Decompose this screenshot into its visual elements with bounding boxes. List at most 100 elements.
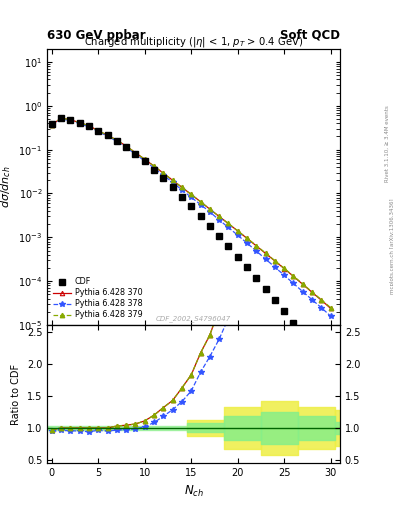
Pythia 6.428 379 bbox=[96, 127, 101, 134]
Pythia 6.428 379 bbox=[291, 273, 296, 279]
CDF bbox=[133, 151, 138, 157]
Pythia 6.428 378 bbox=[96, 129, 101, 135]
CDF bbox=[328, 377, 333, 383]
Pythia 6.428 379 bbox=[86, 123, 91, 129]
Pythia 6.428 370 bbox=[170, 177, 175, 183]
Pythia 6.428 370 bbox=[180, 184, 184, 190]
CDF bbox=[50, 121, 54, 127]
Pythia 6.428 370 bbox=[189, 191, 194, 198]
Pythia 6.428 379 bbox=[77, 120, 82, 126]
Pythia 6.428 378 bbox=[208, 209, 212, 215]
CDF bbox=[217, 233, 222, 240]
Pythia 6.428 379 bbox=[189, 191, 194, 198]
Pythia 6.428 378 bbox=[244, 240, 249, 246]
CDF bbox=[142, 158, 147, 164]
Pythia 6.428 379 bbox=[235, 228, 240, 234]
Pythia 6.428 370 bbox=[235, 228, 240, 234]
Pythia 6.428 378 bbox=[198, 201, 203, 207]
Text: Rivet 3.1.10, ≥ 3.4M events: Rivet 3.1.10, ≥ 3.4M events bbox=[385, 105, 389, 182]
Pythia 6.428 378 bbox=[272, 264, 277, 270]
Title: Charged multiplicity ($|\eta|$ < 1, $p_T$ > 0.4 GeV): Charged multiplicity ($|\eta|$ < 1, $p_T… bbox=[84, 35, 303, 49]
Text: CDF_2002_S4796047: CDF_2002_S4796047 bbox=[156, 315, 231, 323]
Pythia 6.428 378 bbox=[291, 281, 296, 287]
Text: Soft QCD: Soft QCD bbox=[280, 29, 340, 42]
Pythia 6.428 378 bbox=[180, 187, 184, 193]
Pythia 6.428 378 bbox=[235, 232, 240, 238]
Pythia 6.428 379 bbox=[124, 143, 129, 149]
Pythia 6.428 378 bbox=[300, 289, 305, 295]
Pythia 6.428 370 bbox=[244, 236, 249, 242]
Pythia 6.428 378 bbox=[105, 133, 110, 139]
Pythia 6.428 370 bbox=[254, 243, 259, 249]
CDF bbox=[254, 275, 259, 281]
Pythia 6.428 370 bbox=[105, 133, 110, 139]
CDF bbox=[198, 214, 203, 220]
Pythia 6.428 378 bbox=[254, 248, 259, 254]
Pythia 6.428 370 bbox=[133, 150, 138, 156]
Pythia 6.428 378 bbox=[282, 272, 286, 279]
Pythia 6.428 378 bbox=[77, 121, 82, 127]
Text: 630 GeV ppbar: 630 GeV ppbar bbox=[47, 29, 146, 42]
CDF bbox=[86, 123, 91, 129]
X-axis label: $N_{ch}$: $N_{ch}$ bbox=[184, 484, 204, 499]
Text: mcplots.cern.ch [arXiv:1306.3436]: mcplots.cern.ch [arXiv:1306.3436] bbox=[390, 198, 393, 293]
Pythia 6.428 379 bbox=[133, 150, 138, 156]
CDF bbox=[282, 308, 286, 314]
Pythia 6.428 379 bbox=[217, 214, 222, 220]
CDF bbox=[180, 194, 184, 200]
Pythia 6.428 378 bbox=[86, 124, 91, 130]
Pythia 6.428 379 bbox=[319, 296, 324, 303]
Pythia 6.428 370 bbox=[291, 273, 296, 280]
Pythia 6.428 379 bbox=[152, 163, 156, 169]
CDF bbox=[300, 331, 305, 337]
Pythia 6.428 378 bbox=[68, 117, 73, 123]
Pythia 6.428 379 bbox=[244, 235, 249, 241]
Pythia 6.428 378 bbox=[59, 116, 63, 122]
Pythia 6.428 370 bbox=[272, 258, 277, 264]
CDF bbox=[319, 356, 324, 362]
Pythia 6.428 378 bbox=[328, 313, 333, 319]
Line: Pythia 6.428 370: Pythia 6.428 370 bbox=[50, 116, 333, 311]
Pythia 6.428 379 bbox=[208, 206, 212, 212]
Pythia 6.428 378 bbox=[217, 217, 222, 223]
Pythia 6.428 378 bbox=[226, 224, 231, 230]
Pythia 6.428 378 bbox=[189, 194, 194, 200]
Pythia 6.428 370 bbox=[161, 170, 166, 176]
Pythia 6.428 370 bbox=[114, 137, 119, 143]
Pythia 6.428 378 bbox=[142, 158, 147, 164]
Pythia 6.428 378 bbox=[170, 179, 175, 185]
CDF bbox=[59, 115, 63, 121]
Y-axis label: $d\sigma/dn_{ch}$: $d\sigma/dn_{ch}$ bbox=[0, 165, 13, 208]
Pythia 6.428 378 bbox=[319, 305, 324, 311]
CDF bbox=[208, 223, 212, 229]
CDF bbox=[124, 144, 129, 150]
CDF bbox=[272, 296, 277, 303]
Pythia 6.428 370 bbox=[226, 221, 231, 227]
Pythia 6.428 379 bbox=[142, 156, 147, 162]
CDF bbox=[189, 203, 194, 209]
Y-axis label: Ratio to CDF: Ratio to CDF bbox=[11, 364, 21, 425]
Pythia 6.428 379 bbox=[180, 184, 184, 190]
Pythia 6.428 379 bbox=[300, 281, 305, 287]
Pythia 6.428 370 bbox=[124, 143, 129, 149]
Pythia 6.428 370 bbox=[68, 117, 73, 123]
Line: Pythia 6.428 378: Pythia 6.428 378 bbox=[49, 116, 333, 319]
CDF bbox=[96, 127, 101, 134]
Pythia 6.428 379 bbox=[59, 115, 63, 121]
Pythia 6.428 378 bbox=[310, 296, 314, 303]
CDF bbox=[161, 176, 166, 182]
CDF bbox=[244, 264, 249, 270]
Pythia 6.428 379 bbox=[282, 265, 286, 271]
Pythia 6.428 379 bbox=[114, 137, 119, 143]
Pythia 6.428 370 bbox=[50, 122, 54, 128]
CDF bbox=[152, 166, 156, 173]
Pythia 6.428 379 bbox=[161, 170, 166, 176]
CDF bbox=[235, 254, 240, 260]
Pythia 6.428 379 bbox=[328, 305, 333, 311]
Pythia 6.428 370 bbox=[86, 123, 91, 129]
Pythia 6.428 379 bbox=[68, 117, 73, 123]
Pythia 6.428 370 bbox=[59, 115, 63, 121]
Pythia 6.428 379 bbox=[226, 221, 231, 227]
CDF bbox=[68, 117, 73, 123]
CDF bbox=[226, 243, 231, 249]
